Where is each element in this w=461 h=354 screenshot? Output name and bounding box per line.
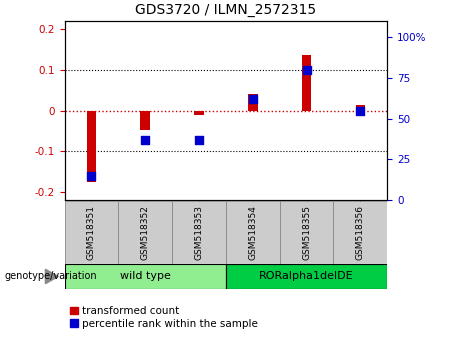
Text: GSM518354: GSM518354 [248, 205, 257, 260]
Text: GSM518355: GSM518355 [302, 205, 311, 260]
Bar [140, 110, 150, 130]
Bar [248, 93, 258, 110]
Text: GSM518353: GSM518353 [195, 205, 203, 260]
Text: GSM518351: GSM518351 [87, 205, 96, 260]
Legend: transformed count, percentile rank within the sample: transformed count, percentile rank withi… [70, 306, 258, 329]
Text: genotype/variation: genotype/variation [5, 272, 97, 281]
FancyBboxPatch shape [280, 201, 333, 264]
Point [357, 108, 364, 113]
Point [142, 137, 149, 143]
Bar [355, 105, 365, 110]
FancyBboxPatch shape [226, 201, 280, 264]
Polygon shape [45, 269, 58, 284]
Bar [87, 110, 96, 182]
Point [249, 96, 256, 102]
Point [88, 173, 95, 178]
FancyBboxPatch shape [172, 201, 226, 264]
FancyBboxPatch shape [65, 201, 118, 264]
Text: RORalpha1delDE: RORalpha1delDE [259, 272, 354, 281]
FancyBboxPatch shape [118, 201, 172, 264]
Bar [194, 110, 204, 115]
Text: GSM518356: GSM518356 [356, 205, 365, 260]
Point [303, 67, 310, 73]
Text: wild type: wild type [120, 272, 171, 281]
FancyBboxPatch shape [65, 264, 226, 289]
Title: GDS3720 / ILMN_2572315: GDS3720 / ILMN_2572315 [136, 4, 316, 17]
FancyBboxPatch shape [226, 264, 387, 289]
Point [195, 137, 203, 143]
FancyBboxPatch shape [333, 201, 387, 264]
Bar [301, 55, 311, 110]
Text: GSM518352: GSM518352 [141, 205, 150, 260]
